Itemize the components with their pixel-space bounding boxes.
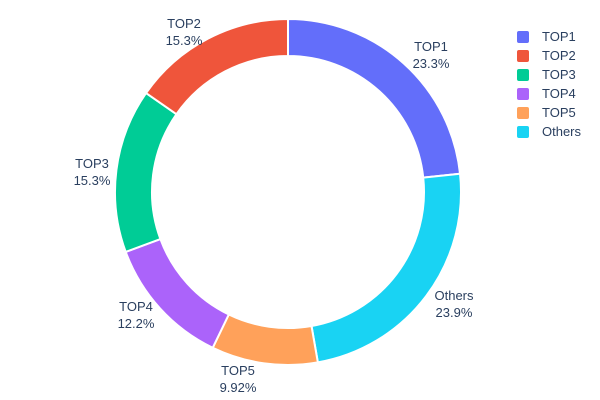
legend-item-top2[interactable]: TOP2 bbox=[517, 46, 581, 65]
slice-others[interactable] bbox=[310, 172, 462, 364]
legend-swatch-top1 bbox=[517, 30, 529, 43]
legend-item-top4[interactable]: TOP4 bbox=[517, 84, 581, 103]
slice-top4[interactable] bbox=[124, 238, 230, 349]
legend-label: TOP4 bbox=[542, 86, 576, 101]
legend-label: TOP2 bbox=[542, 48, 576, 63]
legend-label: TOP5 bbox=[542, 105, 576, 120]
legend-item-top5[interactable]: TOP5 bbox=[517, 103, 581, 122]
legend-swatch-top5 bbox=[517, 106, 529, 119]
legend-swatch-others bbox=[517, 125, 529, 138]
slice-top1[interactable] bbox=[287, 18, 462, 179]
legend-swatch-top3 bbox=[517, 68, 529, 81]
legend-label: TOP3 bbox=[542, 67, 576, 82]
slice-top3[interactable] bbox=[114, 92, 178, 253]
legend-swatch-top4 bbox=[517, 87, 529, 100]
slice-top2[interactable] bbox=[145, 18, 289, 116]
legend-label: Others bbox=[542, 124, 582, 139]
legend-item-top3[interactable]: TOP3 bbox=[517, 65, 581, 84]
legend: TOP1 TOP2 TOP3 TOP4 TOP5 Others bbox=[517, 27, 581, 141]
legend-label: TOP1 bbox=[542, 29, 576, 44]
slice-top5[interactable] bbox=[211, 313, 319, 366]
legend-item-top1[interactable]: TOP1 bbox=[517, 27, 581, 46]
legend-item-others[interactable]: Others bbox=[517, 122, 581, 141]
legend-swatch-top2 bbox=[517, 49, 529, 62]
